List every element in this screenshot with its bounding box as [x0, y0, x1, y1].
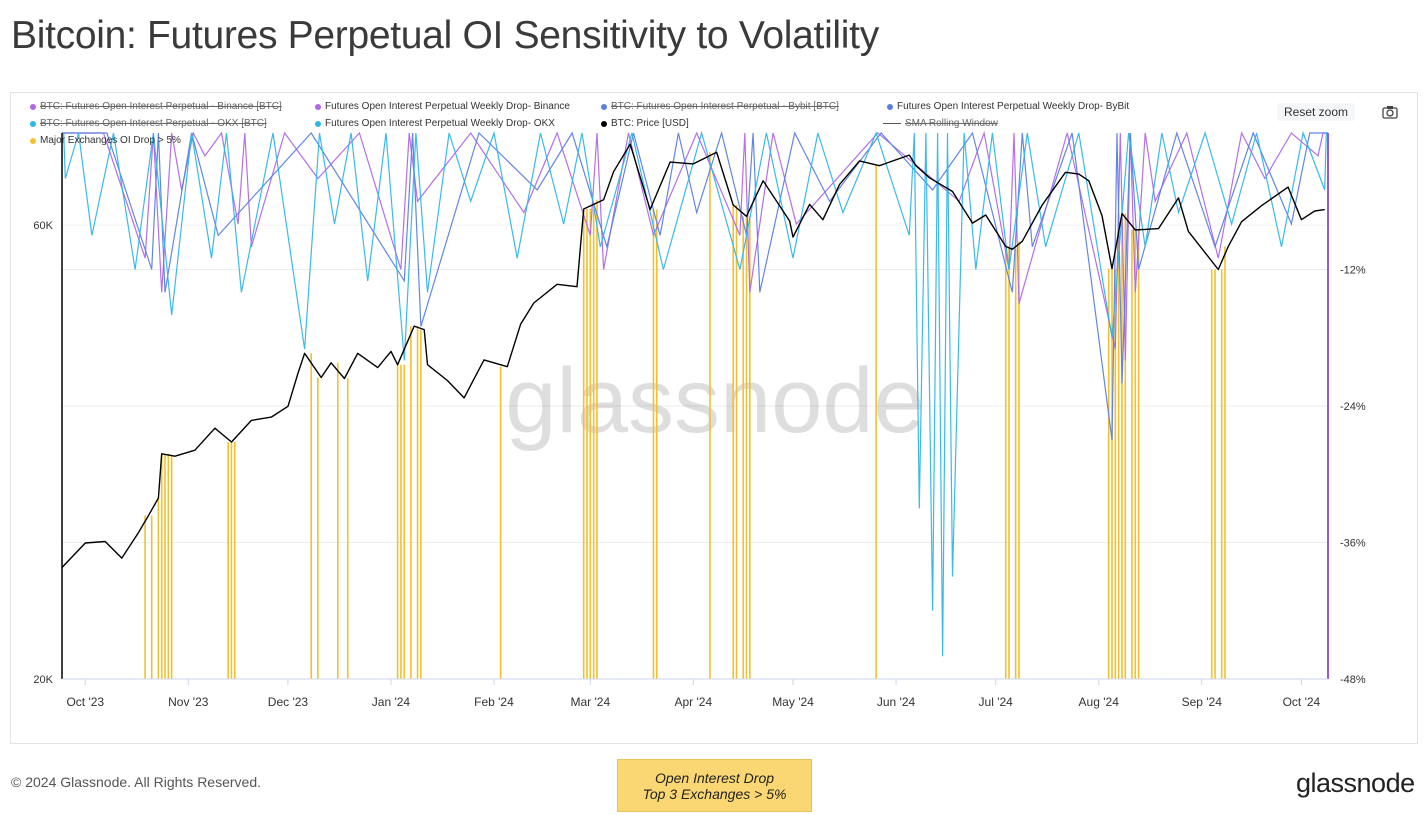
- x-tick-label: Aug '24: [1079, 695, 1120, 709]
- legend-marker: [315, 120, 321, 127]
- chart-legend: BTC: Futures Open Interest Perpetual - B…: [30, 101, 1230, 155]
- legend-item-btc-price[interactable]: BTC: Price [USD]: [601, 118, 689, 129]
- brand-logo[interactable]: glassnode: [1296, 768, 1415, 798]
- legend-marker: [315, 103, 321, 110]
- x-tick-label: Nov '23: [168, 695, 209, 709]
- x-tick-label: Apr '24: [675, 695, 713, 709]
- legend-label: BTC: Futures Open Interest Perpetual - O…: [40, 118, 267, 129]
- reset-zoom-button[interactable]: Reset zoom: [1277, 103, 1356, 121]
- watermark-text: glassnode: [505, 350, 924, 452]
- chart-panel: [10, 92, 1418, 744]
- legend-item-oi-drop[interactable]: Major Exchanges OI Drop > 5%: [30, 135, 181, 146]
- legend-item-sma[interactable]: SMA Rolling Window: [883, 118, 998, 129]
- x-tick-label: Dec '23: [268, 695, 309, 709]
- x-tick-label: May '24: [772, 695, 814, 709]
- legend-marker: [887, 103, 893, 110]
- y-left-tick-label: 60K: [33, 220, 53, 232]
- camera-icon[interactable]: [1382, 105, 1398, 119]
- legend-marker: [601, 120, 607, 127]
- y-right-tick-label: -48%: [1340, 674, 1366, 686]
- legend-label: Major Exchanges OI Drop > 5%: [40, 135, 181, 146]
- legend-item-bybit-oi[interactable]: BTC: Futures Open Interest Perpetual - B…: [601, 101, 839, 112]
- y-left-tick-label: 20K: [33, 674, 53, 686]
- x-tick-label: Jan '24: [372, 695, 411, 709]
- legend-label: BTC: Price [USD]: [611, 118, 689, 129]
- legend-item-okx-oi[interactable]: BTC: Futures Open Interest Perpetual - O…: [30, 118, 267, 129]
- bybit-drop-line: [62, 130, 1328, 441]
- callout-line-1: Open Interest Drop: [654, 769, 775, 786]
- legend-label: Futures Open Interest Perpetual Weekly D…: [897, 101, 1130, 112]
- binance-drop-line: [62, 130, 1328, 361]
- x-tick-label: Jul '24: [979, 695, 1014, 709]
- x-tick-label: Oct '24: [1283, 695, 1321, 709]
- legend-item-binance-drop[interactable]: Futures Open Interest Perpetual Weekly D…: [315, 101, 570, 112]
- legend-label: BTC: Futures Open Interest Perpetual - B…: [611, 101, 839, 112]
- x-tick-label: Oct '23: [66, 695, 104, 709]
- btc-price-line: [61, 143, 1325, 568]
- y-right-tick-label: -12%: [1340, 265, 1366, 277]
- legend-item-okx-drop[interactable]: Futures Open Interest Perpetual Weekly D…: [315, 118, 555, 129]
- legend-label: Futures Open Interest Perpetual Weekly D…: [325, 101, 570, 112]
- x-tick-label: Feb '24: [474, 695, 514, 709]
- oi-drop-callout: Open Interest Drop Top 3 Exchanges > 5%: [617, 759, 812, 812]
- legend-marker: [30, 137, 36, 144]
- legend-marker: [30, 120, 36, 127]
- x-tick-label: Sep '24: [1182, 695, 1223, 709]
- x-tick-label: Jun '24: [877, 695, 916, 709]
- legend-item-binance-oi[interactable]: BTC: Futures Open Interest Perpetual - B…: [30, 101, 282, 112]
- y-right-tick-label: -36%: [1340, 538, 1366, 550]
- page-title: Bitcoin: Futures Perpetual OI Sensitivit…: [11, 14, 879, 57]
- callout-line-2: Top 3 Exchanges > 5%: [642, 785, 787, 802]
- legend-item-bybit-drop[interactable]: Futures Open Interest Perpetual Weekly D…: [887, 101, 1129, 112]
- legend-marker: [883, 123, 901, 124]
- y-right-tick-label: -24%: [1340, 401, 1366, 413]
- legend-marker: [601, 103, 607, 110]
- legend-label: SMA Rolling Window: [905, 118, 998, 129]
- copyright-text: © 2024 Glassnode. All Rights Reserved.: [11, 774, 262, 790]
- legend-label: BTC: Futures Open Interest Perpetual - B…: [40, 101, 282, 112]
- legend-label: Futures Open Interest Perpetual Weekly D…: [325, 118, 555, 129]
- legend-marker: [30, 103, 36, 110]
- okx-drop-line: [62, 130, 1328, 657]
- x-tick-label: Mar '24: [571, 695, 611, 709]
